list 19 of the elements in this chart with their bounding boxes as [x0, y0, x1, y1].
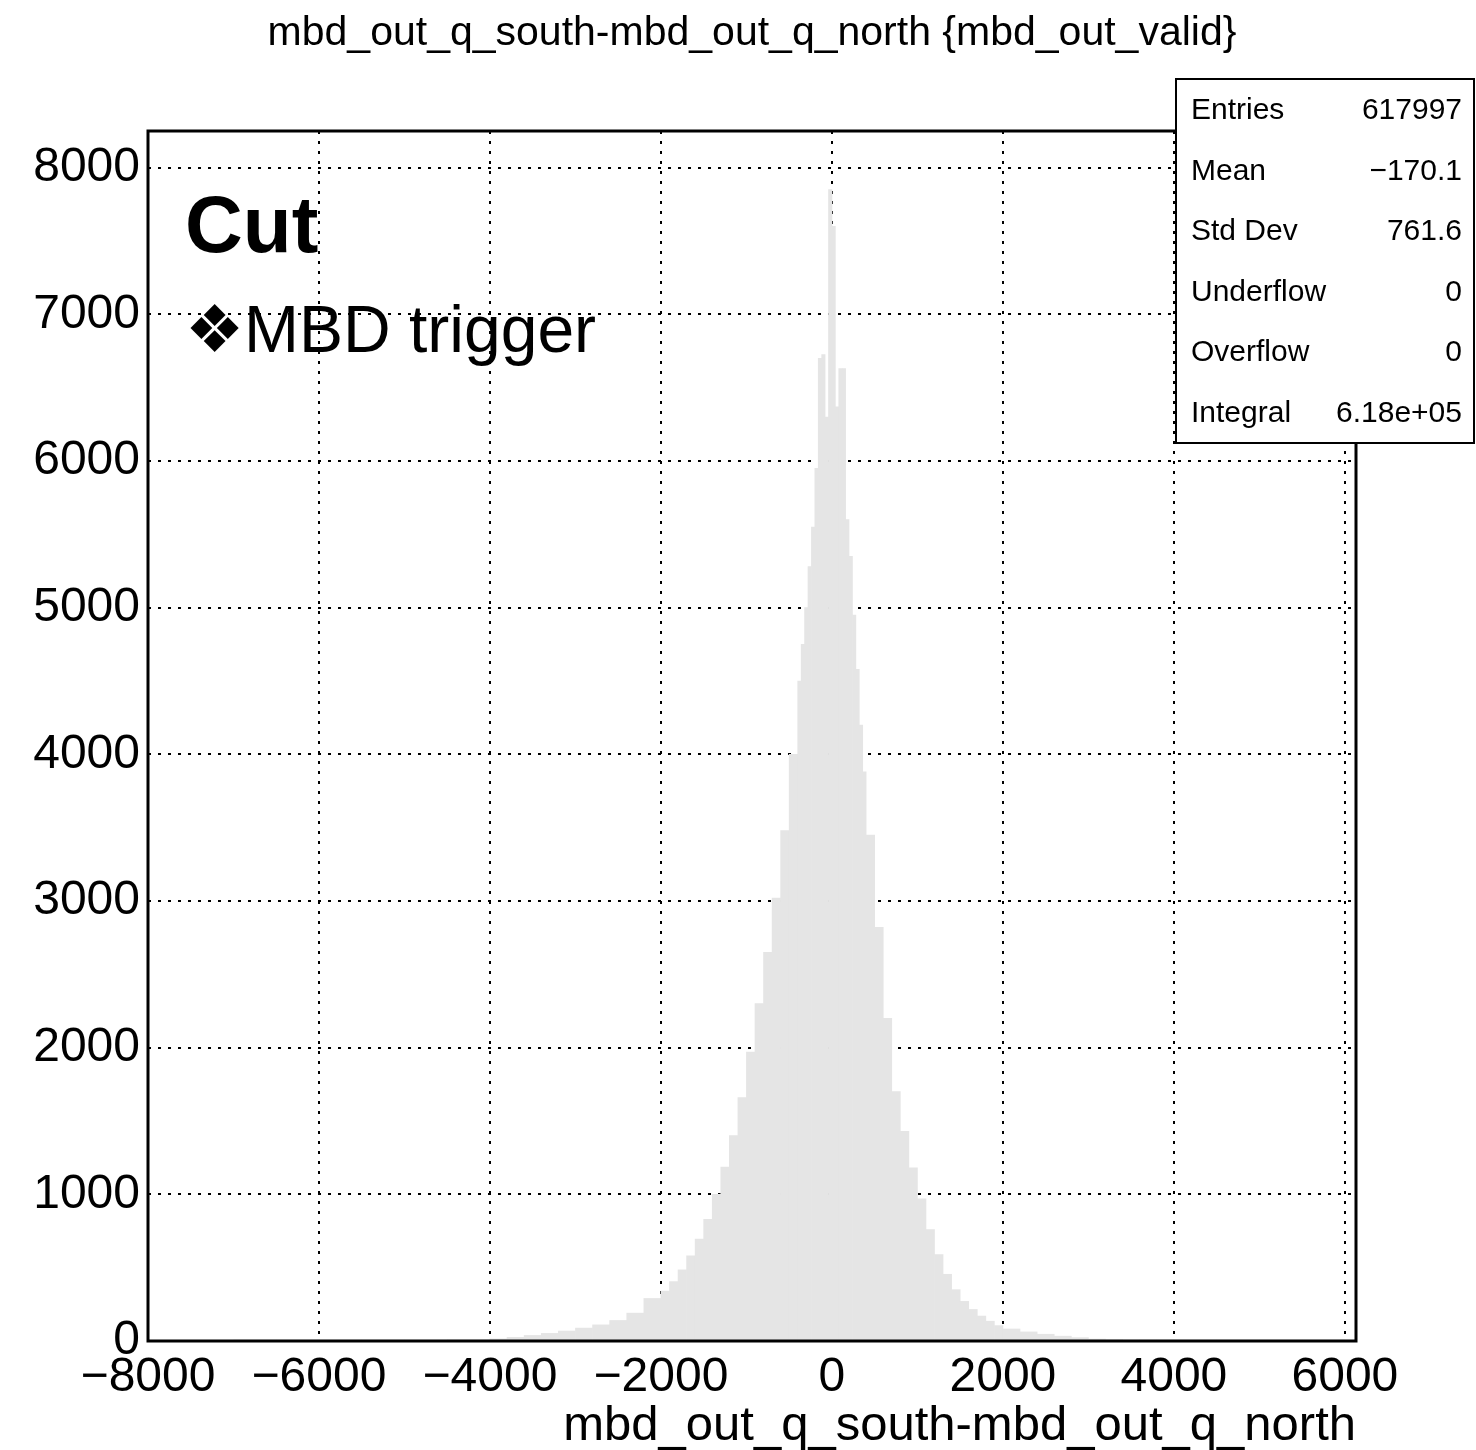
y-tick-label: 6000 — [33, 431, 140, 485]
text: Entries 617997 — [1191, 92, 1462, 126]
text: Underflow 0 — [1191, 273, 1462, 307]
text: Integral 6.18e+05 — [1191, 394, 1462, 428]
x-tick-label: −4000 — [422, 1348, 558, 1402]
y-tick-label: 8000 — [33, 137, 140, 191]
y-tick-label: 7000 — [33, 284, 140, 338]
y-tick-label: 2000 — [33, 1017, 140, 1071]
annotation: ❖MBD trigger — [185, 292, 597, 366]
text: Mean −170.1 — [1191, 152, 1462, 186]
x-tick-label: −6000 — [251, 1348, 387, 1402]
text: Overflow 0 — [1191, 334, 1462, 368]
y-tick-label: 1000 — [33, 1164, 140, 1218]
chart-title: mbd_out_q_south-mbd_out_q_north {mbd_out_valid} — [267, 8, 1237, 54]
y-tick-label: 4000 — [33, 724, 140, 778]
y-tick-label: 3000 — [33, 871, 140, 925]
annotation: Cut — [185, 180, 319, 269]
y-tick-label: 5000 — [33, 577, 140, 631]
text: Std Dev 761.6 — [1191, 213, 1462, 247]
